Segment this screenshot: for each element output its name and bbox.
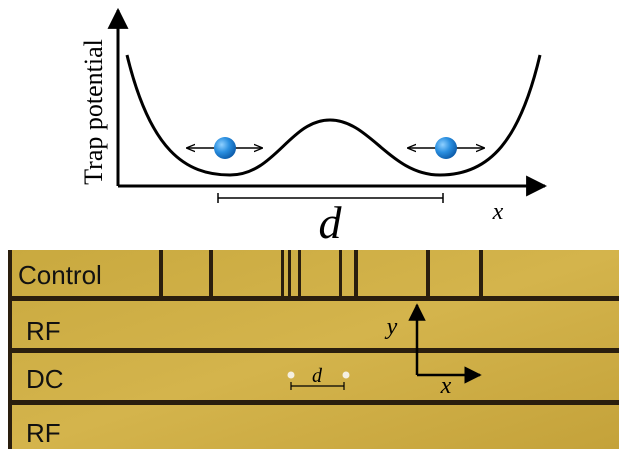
ion xyxy=(214,137,236,159)
distance-bar xyxy=(290,382,345,390)
x-label: x xyxy=(492,199,504,225)
gaps xyxy=(10,250,619,405)
electrode-labels: Control RF DC RF xyxy=(18,260,102,448)
electrode-label: Control xyxy=(18,260,102,290)
electrode-label: RF xyxy=(26,418,61,448)
ion xyxy=(287,371,295,379)
electrode-label: RF xyxy=(26,316,61,346)
electrode-panel: Control RF DC RF y x d xyxy=(8,250,619,449)
y-label: y xyxy=(385,314,398,340)
ion xyxy=(435,137,457,159)
potential-panel: Trap potential d x xyxy=(79,7,548,248)
y-label: Trap potential xyxy=(79,39,108,185)
distance-bar xyxy=(217,193,444,203)
distance-label: d xyxy=(319,197,343,248)
ion xyxy=(342,371,350,379)
distance-label: d xyxy=(312,365,323,387)
x-label: x xyxy=(440,373,452,399)
potential-curve xyxy=(125,54,542,177)
electrode-label: DC xyxy=(26,364,64,394)
